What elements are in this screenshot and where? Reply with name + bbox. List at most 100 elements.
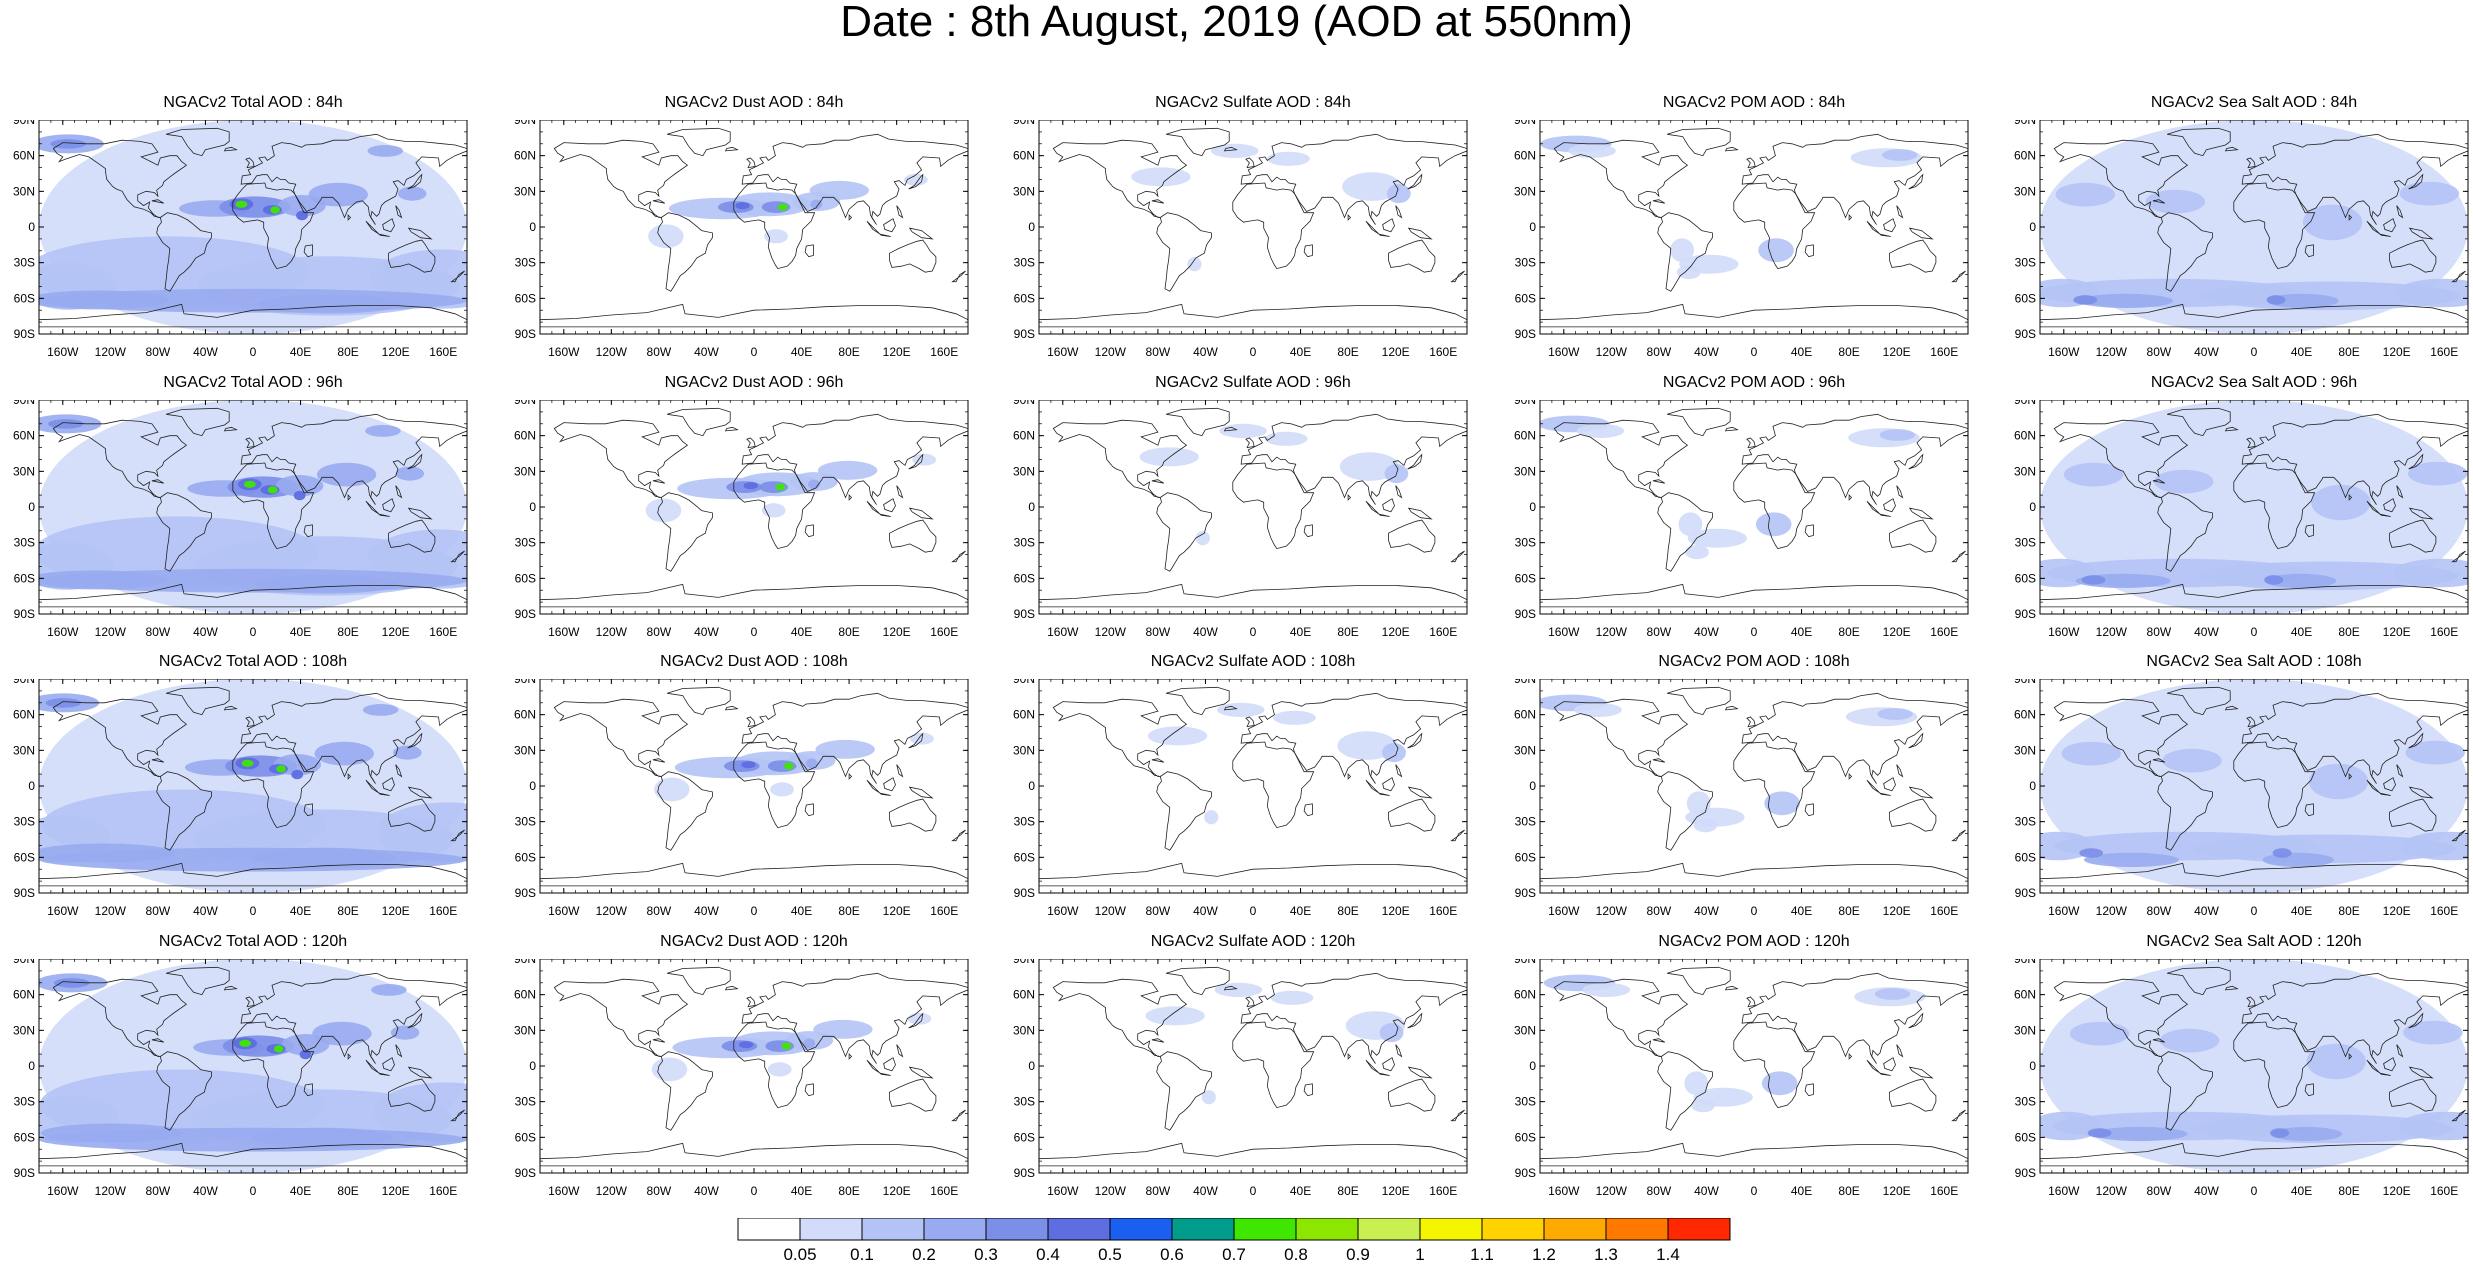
coastline-japan: [407, 1012, 423, 1029]
coastline-indonesiaB: [2378, 1072, 2391, 1076]
coastline-philippines: [896, 485, 904, 499]
lat-tick-label: 60S: [2015, 850, 2036, 864]
lon-tick-label: 80E: [337, 1184, 358, 1198]
lon-tick-label: 40W: [1193, 345, 1218, 359]
lon-tick-label: 0: [2251, 904, 2258, 918]
coastline-antarctica: [2040, 862, 2468, 887]
aod-blob: [1187, 257, 1202, 272]
coastline-australia: [1889, 239, 1937, 273]
coastline-antarctica: [1039, 303, 1467, 328]
aod-blob: [1693, 1087, 1753, 1107]
coastline-borneo: [883, 1057, 896, 1072]
lon-tick-label: 80E: [1838, 904, 1859, 918]
coastline-australia: [1388, 239, 1436, 273]
coastlines: [2040, 966, 2468, 1167]
lat-tick-label: 60S: [1515, 571, 1536, 585]
coastline-australia: [1889, 519, 1937, 553]
coastline-indonesiaB: [1878, 792, 1891, 796]
lat-tick-label: 90S: [515, 607, 536, 621]
coastline-eurasia: [240, 413, 467, 505]
aod-blob: [45, 698, 82, 708]
coastline-antarctica: [39, 1142, 467, 1167]
coastline-northAmerica: [52, 419, 188, 498]
coastline-southAmerica: [156, 492, 212, 572]
map-panel-salt-96h: NGACv2 Sea Salt AOD : 96h 90N 60N 30N 0 30S 60…: [2001, 374, 2473, 648]
coastline-borneo: [1382, 498, 1395, 513]
lon-tick-label: 160E: [1429, 345, 1457, 359]
aod-blob: [2399, 181, 2460, 206]
lat-tick-label: 30S: [2015, 815, 2036, 829]
panel-title: NGACv2 Total AOD : 96h: [163, 374, 343, 391]
aod-field: [1540, 959, 1968, 1173]
lat-tick-label: 60S: [1014, 291, 1035, 305]
coastline-newZealand: [951, 829, 966, 842]
lon-tick-label: 80W: [2147, 345, 2172, 359]
lon-tick-label: 0: [1751, 625, 1758, 639]
coastline-borneo: [883, 498, 896, 513]
panel-title: NGACv2 POM AOD : 96h: [1662, 374, 1846, 391]
colorbar-label: 1.3: [1594, 1245, 1618, 1264]
lon-tick-label: 0: [250, 1184, 257, 1198]
map-svg: 90N 60N 30N 0 30S 60S 90S 160W 120W 80W 40W 0 40E 80E…: [1013, 120, 1468, 359]
lon-tick-label: 160W: [1047, 904, 1079, 918]
coastline-madagascar: [2304, 803, 2314, 817]
coastline-philippines: [1395, 485, 1403, 499]
coastline-greenland: [1166, 686, 1230, 716]
coastline-greenland: [2167, 407, 2231, 437]
coastline-southAmerica: [1657, 212, 1713, 292]
coastline-britain: [2246, 157, 2256, 169]
lat-tick-label: 30N: [1013, 184, 1035, 198]
lon-tick-label: 80E: [1337, 904, 1358, 918]
map-panel-sulfate-120h: NGACv2 Sulfate AOD : 120h 90N 60N 30N 0 30S 60…: [1000, 933, 1506, 1207]
aod-blob: [50, 139, 86, 149]
coastline-madagascar: [2304, 524, 2314, 538]
coastline-iceland: [223, 426, 238, 432]
aod-blob: [2063, 462, 2124, 487]
aod-blob: [805, 758, 818, 769]
lat-tick-label: 30S: [2015, 256, 2036, 270]
coastline-africa: [1232, 741, 1315, 829]
panel-title: NGACv2 Sea Salt AOD : 120h: [2146, 933, 2362, 950]
map-svg: 90N 60N 30N 0 30S 60S 90S 160W 120W 80W 40W 0 40E 80E…: [13, 400, 468, 639]
panel-title: NGACv2 Total AOD : 108h: [158, 653, 348, 670]
lon-tick-label: 40W: [2194, 345, 2219, 359]
coastline-indonesiaA: [1365, 220, 1380, 235]
coastline-australia: [2389, 519, 2437, 553]
aod-blob: [2199, 281, 2461, 311]
lon-tick-label: 40W: [694, 345, 719, 359]
lat-tick-label: 90S: [14, 1166, 35, 1180]
lat-tick-label: 30N: [1514, 1023, 1536, 1037]
lon-tick-label: 160E: [930, 904, 958, 918]
aod-field: [2040, 120, 2468, 334]
lon-tick-label: 160E: [1429, 625, 1457, 639]
coastline-madagascar: [804, 244, 814, 258]
lon-tick-label: 120E: [382, 625, 410, 639]
coastline-northAmerica: [1553, 698, 1689, 777]
panel-title: NGACv2 Total AOD : 84h: [163, 94, 343, 111]
coastlines: [39, 966, 467, 1167]
lat-tick-label: 60N: [1514, 708, 1536, 722]
coastline-indonesiaB: [878, 233, 891, 237]
lon-tick-label: 120W: [2096, 904, 2128, 918]
coastline-southAmerica: [1156, 492, 1212, 572]
colorbar-swatch: [1419, 1218, 1483, 1241]
colorbar-label: 0.2: [912, 1245, 936, 1264]
aod-blob: [2069, 1021, 2130, 1046]
lon-tick-label: 120E: [382, 345, 410, 359]
lon-tick-label: 160W: [548, 904, 580, 918]
coastline-africa: [1733, 462, 1816, 550]
coastline-northAmerica: [1553, 978, 1689, 1057]
lat-tick-label: 90N: [514, 679, 536, 686]
coastline-sriLanka: [347, 214, 352, 221]
coastline-philippines: [896, 205, 904, 219]
lon-tick-label: 120W: [95, 625, 127, 639]
lat-tick-label: 90S: [515, 886, 536, 900]
coastline-indonesiaB: [1878, 1072, 1891, 1076]
coastline-greenland: [667, 407, 731, 437]
coastline-sriLanka: [347, 773, 352, 780]
aod-blob: [275, 475, 324, 497]
aod-blob: [2159, 1028, 2220, 1053]
coastline-australia: [1388, 798, 1436, 832]
lon-tick-label: 120W: [1095, 904, 1127, 918]
aod-field: [540, 679, 968, 893]
